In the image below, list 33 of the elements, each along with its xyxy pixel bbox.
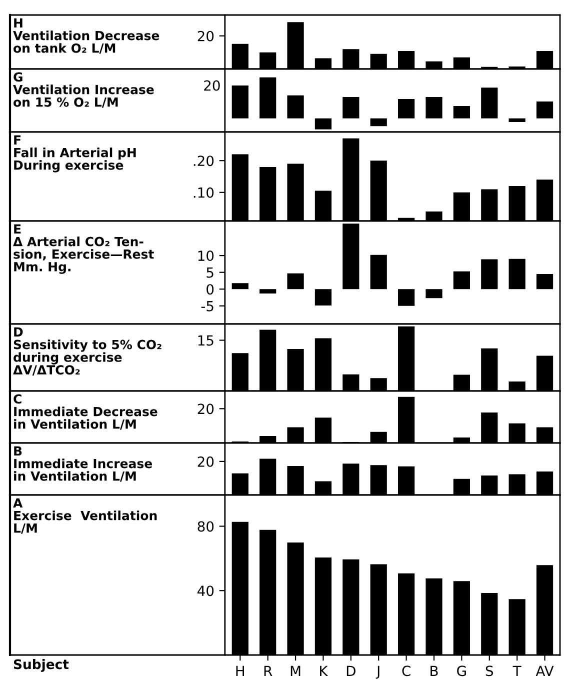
y-tick-label: 15 [198,335,214,346]
y-tick-label: 40 [198,586,214,596]
y-tick-label: 0 [206,284,214,295]
text: C Immediate Decrease in Ventilation L/M [14,394,158,430]
text: H Ventilation Decrease on tank O₂ L/M [13,18,160,54]
x-tick-label: S [486,666,494,676]
x-tick-label: J [376,666,380,679]
x-tick-label: R [264,666,272,676]
x-tick-label: H [236,666,244,676]
y-tick-label: .20 [194,156,214,166]
x-tick-label: AV [536,666,554,676]
y-tick-label: 20 [198,456,214,467]
y-tick-label: 80 [198,521,214,532]
x-tick-label: K [320,666,328,676]
text: G Ventilation Increase on 15 % O₂ L/M [13,72,154,108]
y-tick-label: 20 [198,30,214,42]
text: Subject [14,659,69,672]
x-tick-label: D [346,666,356,676]
text: E Δ Arterial CO₂ Ten- sion, Exercise—Rest Mm. Hg. [13,224,154,274]
text: A Exercise Ventilation L/M [13,498,157,534]
y-tick-label: -5 [201,301,214,312]
text: F Fall in Arterial pH During exercise [14,135,136,172]
y-tick-label: .10 [194,187,214,198]
y-tick-label: 20 [198,404,214,414]
x-tick-label: M [290,666,300,676]
text: D Sensitivity to 5% CO₂ during exercise ΔV/ΔTCO₂ [13,327,162,376]
text: B Immediate Increase in Ventilation L/M [14,446,152,482]
x-tick-label: G [457,666,466,676]
x-tick-label: T [512,666,522,676]
y-tick-label: 10 [198,250,214,262]
x-tick-label: C [402,666,410,676]
y-tick-label: 5 [206,267,214,278]
x-tick-label: B [430,666,438,676]
